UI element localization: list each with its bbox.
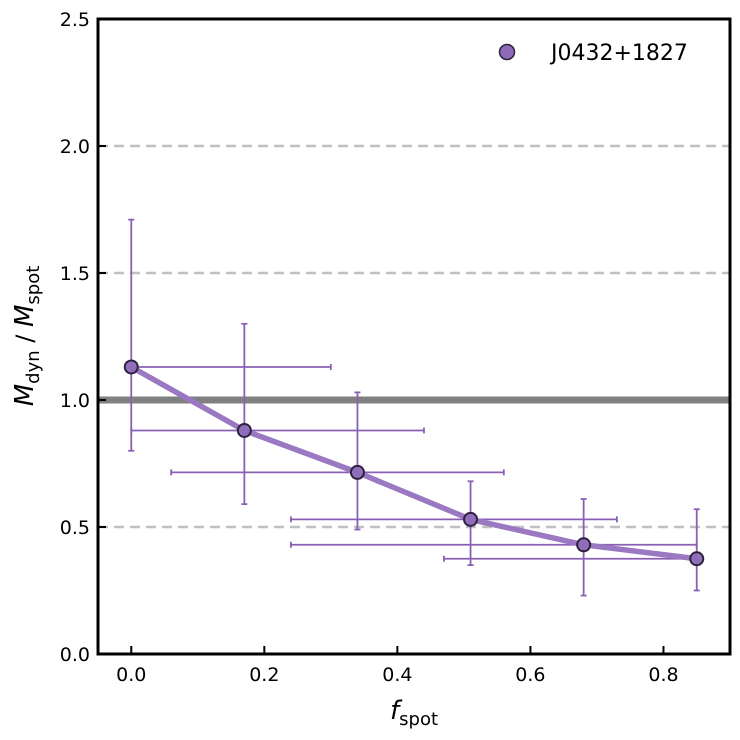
data-point [349,464,365,480]
axis-ticks: 0.0 0.2 0.4 0.6 0.8 0.0 0.5 1.0 1.5 2.0 2.5 [60,9,679,686]
data-point [123,359,139,375]
y-tick-label: 1.0 [60,390,90,412]
y-tick-label: 2.5 [60,9,90,31]
x-tick-label: 0.0 [116,664,146,686]
data-point [463,511,479,527]
x-tick-label: 0.4 [382,664,412,686]
x-tick-label: 0.2 [249,664,279,686]
reference-lines [98,144,730,529]
y-axis-label-m2: M [10,305,40,327]
y-axis-label-s1: dyn [23,350,44,384]
trend-line [128,364,700,562]
legend-marker [498,43,516,61]
y-tick-label: 0.0 [60,644,90,666]
y-axis-label-sep: / [11,327,39,350]
y-tick-label: 1.5 [60,263,90,285]
legend: J0432+1827 [498,41,688,66]
data-points [123,359,705,567]
legend-label: J0432+1827 [549,41,688,66]
y-axis-label: Mdyn / Mspot [10,266,44,407]
series-line [128,364,700,562]
x-axis-label-sub: spot [399,709,438,730]
x-tick-label: 0.8 [648,664,678,686]
data-point [236,422,252,438]
data-point [689,551,705,567]
error-bars [128,218,700,597]
y-tick-label: 0.5 [60,517,90,539]
x-tick-label: 0.6 [515,664,545,686]
y-tick-label: 2.0 [60,136,90,158]
data-point [576,537,592,553]
y-axis-label-m1: M [10,384,40,406]
y-axis-label-s2: spot [23,266,44,305]
plot-frame [96,17,732,656]
